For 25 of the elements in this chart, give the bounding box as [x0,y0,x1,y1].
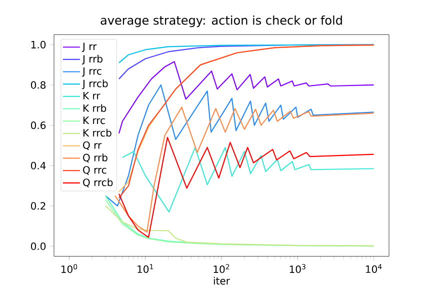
legend-label: K rrb [83,104,106,112]
x-axis-title: iter [214,276,230,285]
legend-label: K rrc [83,116,105,124]
legend-label: J rr [82,42,97,52]
y-tick-label: 0.4 [30,162,46,170]
legend-label: Q rrcb [83,178,113,188]
legend-label: J rrb [82,54,102,64]
y-tick-label: 0.0 [30,242,46,250]
x-tick-label: 10$^{2}$ [214,264,230,274]
x-tick-label: 10$^{1}$ [138,264,154,273]
y-tick-label: 1.0 [31,40,46,48]
legend-label: Q rrc [83,166,106,175]
x-tick-label: 10$^{0}$ [61,264,78,274]
legend-label: Q rr [83,141,102,150]
y-tick-label: 0.6 [30,122,46,130]
x-tick-label: 10$^{4}$ [366,264,382,273]
legend-label: K rrcb [83,128,112,137]
y-tick-label: 0.8 [30,81,46,89]
chart-title: average strategy: action is check or fold [100,15,342,28]
x-tick-label: 10$^{3}$ [290,264,306,274]
legend-label: K rr [83,92,100,100]
legend-label: J rrcb [82,80,108,90]
legend-label: Q rrb [83,154,108,163]
legend-label: J rrc [82,67,102,77]
y-tick-label: 0.2 [30,202,46,210]
